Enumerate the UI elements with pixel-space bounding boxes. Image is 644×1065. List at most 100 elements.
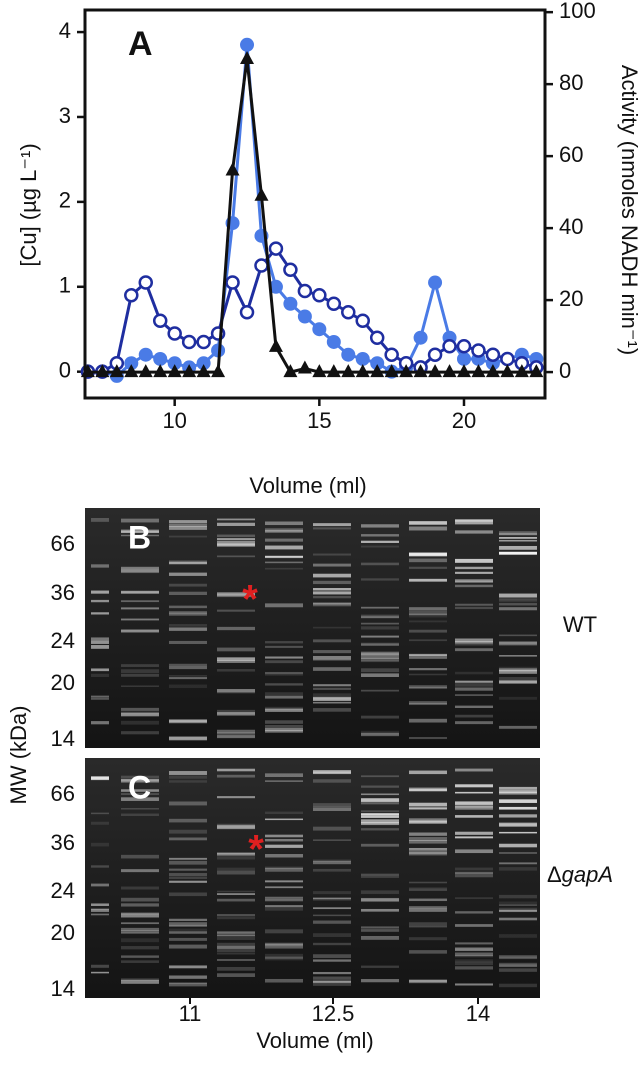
gel-band [265, 706, 303, 711]
x-tick-label: 20 [452, 408, 476, 433]
gel-band [91, 673, 109, 677]
gel-band [499, 852, 537, 854]
y-tick-label: 1 [59, 273, 71, 298]
gel-band [409, 789, 447, 792]
gel-band [361, 616, 399, 618]
y2-tick-label: 20 [559, 286, 583, 311]
gel-band [455, 694, 493, 696]
gel-band [265, 905, 303, 908]
gel-band [499, 641, 537, 646]
marker [500, 351, 515, 367]
gel-band [313, 701, 351, 704]
gel-band [455, 897, 493, 900]
gel-band [313, 954, 351, 958]
gel-band [409, 685, 447, 689]
gel-band [169, 535, 207, 538]
gel-band [455, 603, 493, 606]
gel-band [455, 714, 493, 718]
gel-band [217, 796, 255, 799]
gel-band [409, 613, 447, 618]
marker [109, 364, 124, 378]
gel-band [265, 943, 303, 946]
gel-band [409, 620, 447, 623]
gel-band [91, 590, 109, 594]
gel-band [265, 867, 303, 872]
marker [442, 364, 457, 378]
gel-band [265, 942, 303, 947]
gel-band [265, 527, 303, 532]
marker [471, 343, 486, 358]
gel-band [313, 980, 351, 983]
gel-band [409, 655, 447, 659]
gel-band [217, 691, 255, 694]
gel-band [121, 793, 159, 795]
gel-band [121, 778, 159, 783]
gel-band [169, 931, 207, 934]
gel-band [499, 680, 537, 683]
gel-band [217, 732, 255, 737]
gel-band [361, 875, 399, 878]
gel-band [409, 737, 447, 739]
marker [456, 351, 471, 366]
gel-band [217, 966, 255, 971]
strain-name: WT [563, 612, 597, 637]
gel-band [499, 696, 537, 700]
gel-band [313, 687, 351, 690]
gel-band [169, 719, 207, 723]
gel-band [409, 653, 447, 656]
marker [268, 338, 283, 352]
marker [297, 309, 312, 324]
gel-band [361, 819, 399, 824]
gel-band [265, 708, 303, 712]
gel-band [91, 637, 109, 641]
gel-band [409, 802, 447, 807]
gel-band [121, 897, 159, 902]
marker [428, 364, 443, 378]
gel-band [361, 810, 399, 813]
gel-band [499, 666, 537, 669]
gel-band [217, 934, 255, 937]
gel-band [121, 629, 159, 632]
gel-band [121, 530, 159, 534]
gel-band [217, 823, 255, 827]
gel-band [265, 978, 303, 983]
gel-band [265, 943, 303, 947]
gel-band [217, 660, 255, 663]
gel-band [217, 669, 255, 672]
gel-band [455, 638, 493, 643]
gel-band [455, 784, 493, 788]
gel-band [361, 545, 399, 548]
gel-band [121, 912, 159, 915]
gel-band [217, 931, 255, 934]
gel-band [499, 677, 537, 681]
gel-band [455, 947, 493, 952]
gel-band [217, 852, 255, 855]
gel-band [217, 826, 255, 830]
gel-band [499, 956, 537, 959]
gel-band [409, 558, 447, 563]
gel-band [265, 834, 303, 838]
gel-band [361, 843, 399, 847]
marker [254, 187, 269, 201]
marker [138, 364, 153, 378]
gel-band [409, 673, 447, 676]
gel-band [217, 555, 255, 558]
gel-band [91, 842, 109, 847]
gel-image [85, 508, 540, 748]
gel-band [313, 907, 351, 910]
gel-band [499, 551, 537, 555]
gel-band [313, 868, 351, 872]
gel-band [361, 813, 399, 817]
gel-band [409, 613, 447, 616]
gel-band [121, 922, 159, 925]
gel-band [361, 540, 399, 543]
gel-band [169, 627, 207, 631]
gel-band [313, 523, 351, 527]
mw-tick-label: 66 [51, 781, 75, 806]
gel-band [91, 697, 109, 700]
gel-band [499, 843, 537, 848]
gel-band [169, 965, 207, 969]
gel-band [169, 837, 207, 841]
marker [211, 343, 226, 358]
gel-band [499, 867, 537, 871]
